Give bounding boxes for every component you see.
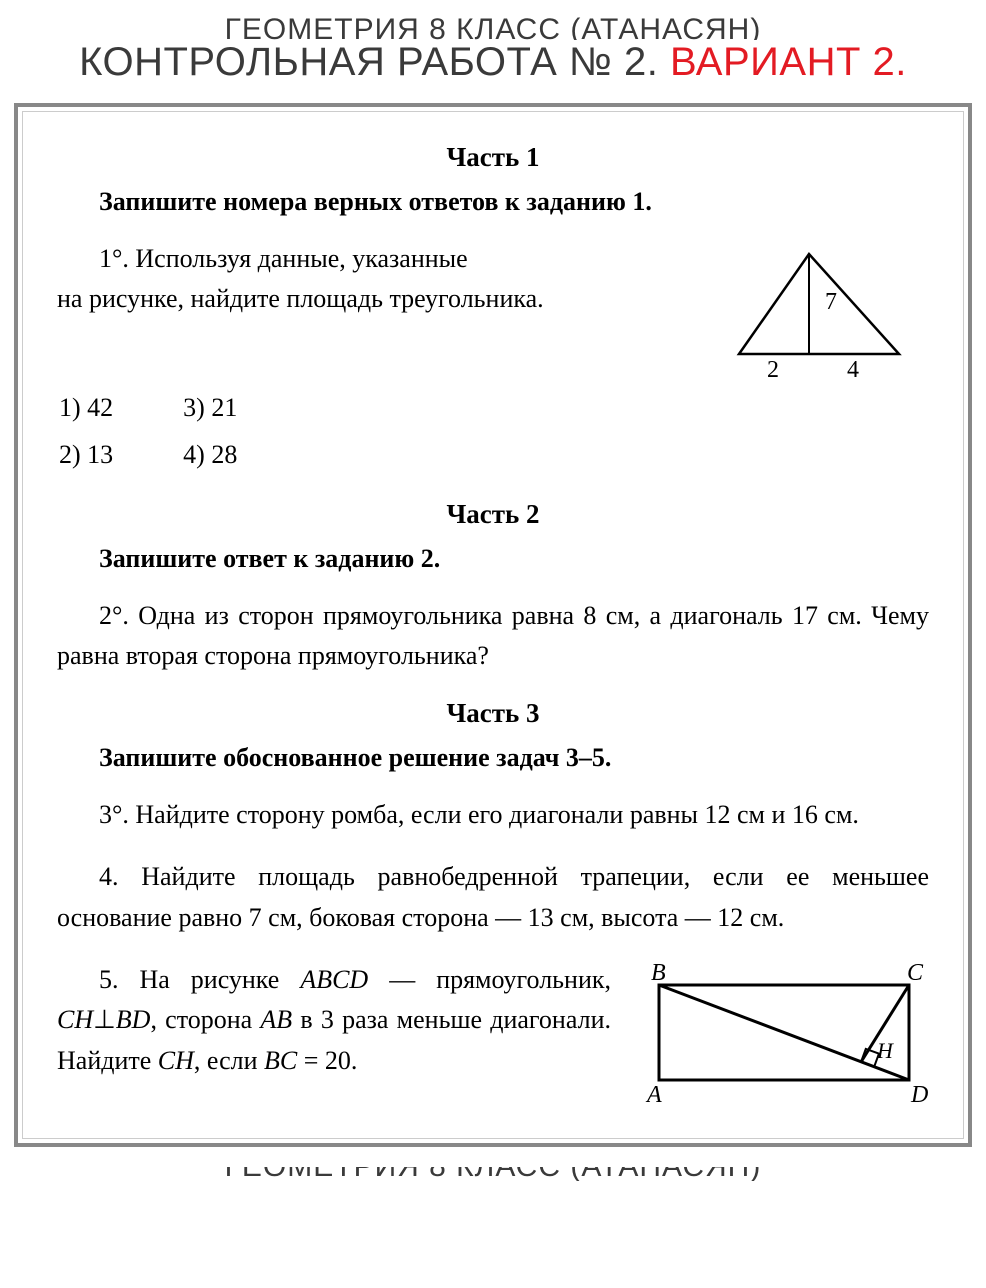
option-2: 2) 13 xyxy=(59,432,113,479)
q1-line-a: 1°. Используя данные, указанные xyxy=(57,239,699,279)
q5-line: 5. На рисунке ABCD — прямо­угольник, CH⊥… xyxy=(57,960,611,1081)
q5-seg-a: 5. На рисунке xyxy=(99,965,300,994)
q5-CH-2: CH xyxy=(158,1046,194,1075)
rect-label-C: C xyxy=(907,960,924,986)
q5-BD: BD xyxy=(116,1005,151,1034)
header-cut-line: ГЕОМЕТРИЯ 8 КЛАСС (АТАНАСЯН) xyxy=(0,10,986,40)
q5-BC: BC xyxy=(264,1046,297,1075)
q5-seg-e: , если xyxy=(194,1046,264,1075)
rectangle-figure: B C A D H xyxy=(629,960,929,1110)
q5-seg-f: = 20. xyxy=(297,1046,357,1075)
triangle-figure: 7 2 4 xyxy=(699,239,929,379)
question-4: 4. Найдите площадь равнобедренной трапец… xyxy=(57,857,929,938)
question-5-row: 5. На рисунке ABCD — прямо­угольник, CH⊥… xyxy=(57,960,929,1110)
q5-perp: ⊥ xyxy=(93,1005,116,1034)
option-1: 1) 42 xyxy=(59,385,113,432)
tri-base-right: 4 xyxy=(847,357,859,379)
rect-label-A: A xyxy=(645,1082,662,1108)
q5-ABCD: ABCD xyxy=(300,965,368,994)
part1-instruction: Запишите номера верных ответов к заданию… xyxy=(57,187,929,217)
question-3: 3°. Найдите сторону ромба, если его диаг… xyxy=(57,795,929,835)
rect-label-D: D xyxy=(910,1082,928,1108)
part2-instruction: Запишите ответ к заданию 2. xyxy=(57,544,929,574)
question-5-text: 5. На рисунке ABCD — прямо­угольник, CH⊥… xyxy=(57,960,611,1081)
rect-label-B: B xyxy=(651,960,666,986)
question-1-row: 1°. Используя данные, указанные на рисун… xyxy=(57,239,929,379)
header-variant: ВАРИАНТ 2. xyxy=(670,40,907,84)
worksheet-body: Часть 1 Запишите номера верных ответов к… xyxy=(22,111,964,1139)
part2-title: Часть 2 xyxy=(57,499,929,530)
options-col-2: 3) 21 4) 28 xyxy=(183,385,237,479)
q5-seg-c: , сторона xyxy=(150,1005,260,1034)
question-1-options: 1) 42 2) 13 3) 21 4) 28 xyxy=(57,385,929,479)
rect-label-H: H xyxy=(876,1038,894,1063)
tri-height-label: 7 xyxy=(825,289,837,315)
question-1-text: 1°. Используя данные, указанные на рисун… xyxy=(57,239,699,320)
part3-instruction: Запишите обоснованное решение задач 3–5. xyxy=(57,743,929,773)
part3-title: Часть 3 xyxy=(57,698,929,729)
worksheet-frame: Часть 1 Запишите номера верных ответов к… xyxy=(14,103,972,1147)
header-main: КОНТРОЛЬНАЯ РАБОТА № 2. ВАРИАНТ 2. xyxy=(0,40,986,85)
q5-seg-b: — прямо­угольник, xyxy=(368,965,611,994)
q5-AB: AB xyxy=(260,1005,292,1034)
question-2: 2°. Одна из сторон прямоугольника равна … xyxy=(57,596,929,677)
part1-title: Часть 1 xyxy=(57,142,929,173)
q5-CH-1: CH xyxy=(57,1005,93,1034)
options-col-1: 1) 42 2) 13 xyxy=(59,385,113,479)
option-4: 4) 28 xyxy=(183,432,237,479)
page-header: ГЕОМЕТРИЯ 8 КЛАСС (АТАНАСЯН) КОНТРОЛЬНАЯ… xyxy=(0,0,986,103)
footer-cut-line: ГЕОМЕТРИЯ 8 КЛАСС (АТАНАСЯН) xyxy=(0,1167,986,1181)
tri-base-left: 2 xyxy=(767,357,779,379)
q1-line-b: на рисунке, найдите площадь тре­угольник… xyxy=(57,284,544,313)
header-main-text: КОНТРОЛЬНАЯ РАБОТА № 2. xyxy=(79,40,670,84)
option-3: 3) 21 xyxy=(183,385,237,432)
